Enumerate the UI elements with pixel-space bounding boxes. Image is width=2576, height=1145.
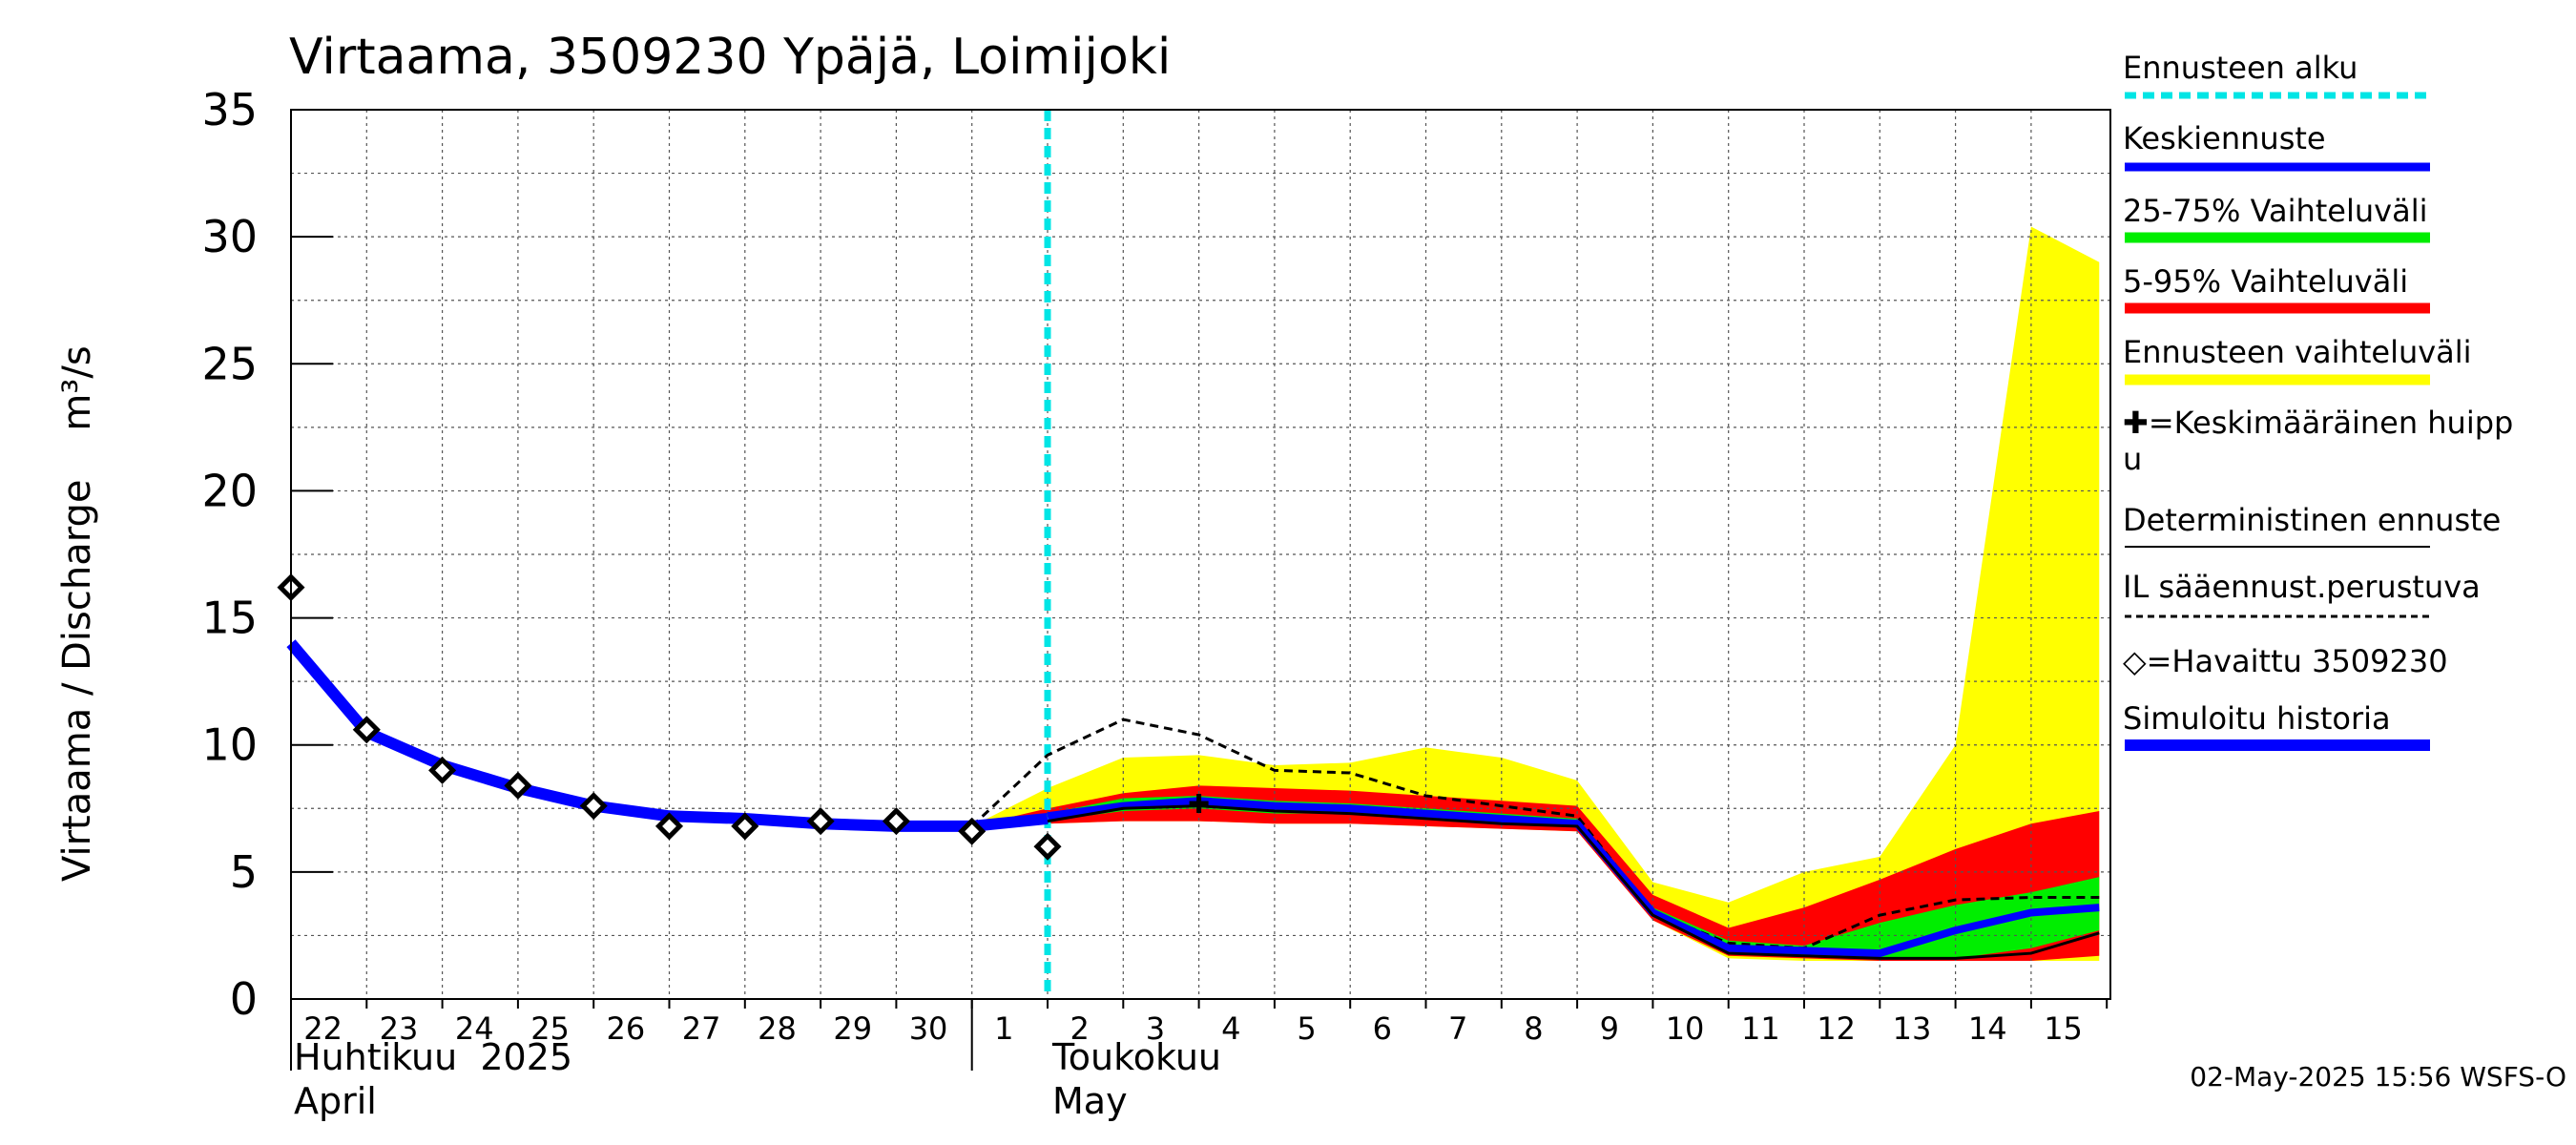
x-tick-label: 11 — [1741, 1010, 1780, 1047]
observed-point — [806, 807, 835, 836]
y-axis-unit: m³/s — [55, 345, 99, 431]
observed-point — [579, 792, 608, 821]
observed-point — [958, 817, 987, 845]
legend-label-deterministic: Deterministinen ennuste — [2123, 502, 2502, 538]
x-tick-label: 22 — [303, 1010, 343, 1047]
legend-label-mean-forecast: Keskiennuste — [2123, 120, 2326, 156]
x-tick-label: 27 — [682, 1010, 721, 1047]
y-tick-label: 20 — [201, 465, 258, 516]
x-tick-label: 12 — [1817, 1010, 1856, 1047]
mean-forecast-line — [1047, 797, 2100, 958]
y-tick-label: 30 — [201, 211, 258, 262]
month-label-may-fi: Toukokuu — [1052, 1036, 1221, 1078]
observed-point — [1033, 832, 1062, 861]
x-tick-label: 3 — [1146, 1010, 1165, 1047]
x-tick-label: 25 — [530, 1010, 570, 1047]
month-label-may-en: May — [1052, 1080, 1128, 1122]
legend-label-band-25-75: 25-75% Vaihteluväli — [2123, 193, 2428, 229]
x-tick-label: 10 — [1666, 1010, 1705, 1047]
x-tick-label: 30 — [909, 1010, 948, 1047]
legend-label-band-full: Ennusteen vaihteluväli — [2123, 334, 2472, 370]
y-tick-label: 5 — [230, 846, 258, 898]
chart-title: Virtaama, 3509230 Ypäjä, Loimijoki — [289, 29, 1172, 86]
observed-point — [428, 756, 457, 784]
x-tick-label: 23 — [380, 1010, 419, 1047]
band-5-95 — [971, 785, 2100, 962]
x-tick-label: 4 — [1221, 1010, 1240, 1047]
x-tick-label: 14 — [1968, 1010, 2007, 1047]
y-tick-label: 25 — [201, 338, 258, 389]
legend-label-simulated: Simuloitu historia — [2123, 700, 2391, 737]
y-axis-label: Virtaama / Discharge m³/s — [55, 345, 99, 882]
x-tick-label: 9 — [1600, 1010, 1619, 1047]
legend-label-observed: ◇=Havaittu 3509230 — [2123, 643, 2448, 679]
band-full — [971, 226, 2100, 962]
month-label-april: Huhtikuu 2025 April — [294, 1035, 572, 1123]
x-tick-label: 28 — [758, 1010, 797, 1047]
y-tick-label: 10 — [201, 719, 258, 771]
x-tick-label: 15 — [2044, 1010, 2083, 1047]
y-tick-label: 15 — [201, 593, 258, 644]
forecast-bands — [971, 226, 2100, 962]
x-tick-label: 7 — [1448, 1010, 1467, 1047]
il-forecast-line — [970, 718, 2100, 950]
plot-frame — [290, 109, 2111, 1000]
series-lines — [277, 110, 2100, 999]
observed-point — [352, 716, 381, 744]
legend-label-forecast-start: Ennusteen alku — [2123, 50, 2358, 86]
y-tick-label: 35 — [201, 84, 258, 135]
x-tick-label: 13 — [1893, 1010, 1932, 1047]
observed-point — [731, 812, 759, 841]
month-label-april-fi: Huhtikuu 2025 — [294, 1036, 573, 1078]
mean-peak-marker — [1189, 793, 1209, 813]
month-label-may: Toukokuu May — [1052, 1035, 1221, 1123]
x-tick-label: 2 — [1070, 1010, 1089, 1047]
x-tick-label: 6 — [1373, 1010, 1392, 1047]
x-tick-label: 24 — [455, 1010, 494, 1047]
y-axis-title: Virtaama / Discharge — [55, 479, 99, 882]
month-label-april-en: April — [294, 1080, 377, 1122]
observed-point — [654, 812, 684, 841]
legend-swatches — [2125, 92, 2430, 751]
plot-border — [290, 109, 2111, 1000]
x-tick-label: 1 — [994, 1010, 1013, 1047]
footer-timestamp: 02-May-2025 15:56 WSFS-O — [2190, 1061, 2566, 1093]
legend-label-il-forecast: IL sääennust.perustuva — [2123, 569, 2481, 605]
legend-label-band-5-95: 5-95% Vaihteluväli — [2123, 263, 2409, 300]
x-tick-label: 29 — [833, 1010, 872, 1047]
y-tick-label: 0 — [230, 973, 258, 1025]
x-tick-label: 5 — [1297, 1010, 1316, 1047]
x-tick-label: 26 — [606, 1010, 645, 1047]
x-tick-label: 8 — [1524, 1010, 1543, 1047]
observed-point — [882, 807, 910, 836]
observed-point — [504, 771, 532, 800]
legend-label-mean-peak: ✚=Keskimääräinen huipp u — [2123, 405, 2514, 477]
deterministic-forecast-line — [1047, 804, 2100, 960]
